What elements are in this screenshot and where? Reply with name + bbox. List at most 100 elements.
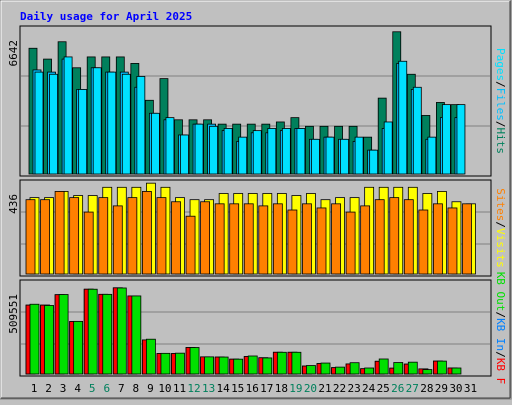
- bar-kb-out-day-20: [306, 365, 316, 375]
- bar-pages-day-20: [311, 138, 320, 175]
- bar-sites-day-21: [316, 207, 327, 275]
- x-label-day-3: 3: [60, 382, 67, 395]
- bar-kb-out-day-3: [58, 294, 69, 375]
- bar-pages-day-27: [412, 86, 422, 175]
- bar-sites-day-29: [432, 203, 443, 275]
- x-label-day-6: 6: [103, 382, 110, 395]
- legend-separator: /: [494, 81, 507, 88]
- bar-kb-out-day-6: [102, 293, 113, 375]
- bar-sites-day-6: [98, 197, 109, 275]
- bar-sites-day-22: [331, 203, 341, 275]
- bar-kb-out-day-10: [160, 352, 171, 375]
- bar-pages-day-6: [107, 71, 117, 175]
- x-label-day-20: 20: [304, 382, 317, 395]
- bar-kb-out-day-22: [335, 366, 345, 375]
- bar-pages-day-2: [49, 73, 58, 175]
- x-label-day-24: 24: [362, 382, 376, 395]
- bar-kb-out-day-17: [262, 357, 273, 375]
- panel3-bars: [25, 287, 462, 375]
- bar-pages-day-10: [165, 117, 175, 175]
- bar-pages-day-7: [121, 73, 131, 175]
- bar-kb-out-day-8: [131, 295, 142, 375]
- bar-kb-out-day-28: [422, 369, 433, 375]
- bar-kb-out-day-16: [247, 355, 258, 375]
- bar-pages-day-9: [150, 112, 160, 175]
- bar-pages-day-25: [383, 121, 393, 175]
- bar-pages-day-5: [92, 67, 102, 175]
- bar-pages-day-15: [238, 136, 248, 175]
- bar-pages-day-26: [398, 60, 408, 175]
- x-label-day-15: 15: [231, 382, 244, 395]
- x-label-day-2: 2: [45, 382, 52, 395]
- bar-kb-out-day-29: [436, 360, 447, 375]
- bar-pages-day-16: [252, 130, 262, 175]
- panel1-bars: [28, 31, 466, 175]
- bar-sites-day-12: [185, 215, 196, 275]
- bar-kb-out-day-18: [276, 351, 287, 375]
- x-label-day-19: 19: [289, 382, 302, 395]
- bar-sites-day-4: [69, 197, 80, 275]
- bar-pages-day-12: [194, 123, 204, 175]
- bar-sites-day-30: [447, 207, 458, 275]
- bar-kb-out-day-12: [189, 347, 200, 375]
- legend-files: Files: [494, 88, 507, 121]
- legend-separator: /: [494, 311, 507, 318]
- bar-sites-day-7: [112, 205, 123, 275]
- bar-kb-out-day-27: [407, 361, 418, 375]
- legend-separator: /: [494, 121, 507, 128]
- x-label-day-31: 31: [464, 382, 477, 395]
- bar-sites-day-25: [374, 199, 385, 275]
- x-label-day-30: 30: [449, 382, 462, 395]
- bar-pages-day-14: [223, 128, 233, 175]
- bar-sites-day-19: [287, 209, 298, 275]
- bar-pages-day-21: [325, 136, 335, 175]
- bar-sites-day-26: [389, 197, 400, 275]
- bar-kb-out-day-9: [145, 338, 156, 375]
- x-label-day-22: 22: [333, 382, 346, 395]
- chart-title: Daily usage for April 2025: [20, 10, 192, 23]
- bar-kb-out-day-23: [349, 362, 360, 375]
- bar-pages-day-30: [456, 104, 466, 175]
- bar-pages-day-17: [267, 128, 277, 175]
- legend-kb-f: KB F: [494, 358, 507, 385]
- bar-sites-day-24: [360, 205, 371, 275]
- bar-pages-day-3: [63, 56, 73, 175]
- x-label-day-23: 23: [347, 382, 360, 395]
- legend-hits: Hits: [494, 128, 507, 155]
- panel3-legend: KB Out/KB In/KB F: [494, 272, 507, 385]
- bar-pages-day-19: [296, 128, 306, 175]
- x-label-day-27: 27: [406, 382, 419, 395]
- bar-kb-out-day-1: [29, 303, 40, 375]
- panel3-ymax-label: 509551: [7, 294, 20, 334]
- bar-kb-out-day-30: [451, 367, 462, 375]
- bar-sites-day-13: [200, 201, 211, 275]
- bar-pages-day-29: [441, 104, 451, 175]
- bar-kb-out-day-21: [320, 362, 331, 375]
- bar-sites-day-1: [25, 199, 36, 275]
- legend-kb-in: KB In: [494, 318, 507, 351]
- bar-sites-day-28: [418, 209, 429, 275]
- bar-sites-day-18: [272, 203, 283, 275]
- panel2-bars: [25, 182, 476, 275]
- bar-kb-out-day-11: [175, 352, 185, 375]
- bar-pages-day-4: [78, 89, 88, 175]
- bar-sites-day-3: [54, 191, 65, 275]
- x-label-day-17: 17: [260, 382, 273, 395]
- bar-sites-day-11: [171, 201, 181, 275]
- bar-kb-out-day-7: [116, 287, 127, 375]
- x-label-day-1: 1: [31, 382, 38, 395]
- x-label-day-28: 28: [420, 382, 433, 395]
- bar-kb-out-day-5: [87, 288, 98, 375]
- legend-kb-out: KB Out: [494, 272, 507, 312]
- panel2-ymax-label: 436: [7, 194, 20, 214]
- bar-sites-day-9: [141, 191, 152, 275]
- x-label-day-26: 26: [391, 382, 404, 395]
- bar-kb-out-day-4: [73, 320, 84, 375]
- bar-sites-day-10: [156, 197, 167, 275]
- bar-sites-day-23: [345, 211, 356, 275]
- x-label-day-8: 8: [133, 382, 140, 395]
- x-label-day-13: 13: [202, 382, 215, 395]
- legend-visits: Visits: [494, 228, 507, 268]
- bar-kb-out-day-14: [218, 356, 229, 375]
